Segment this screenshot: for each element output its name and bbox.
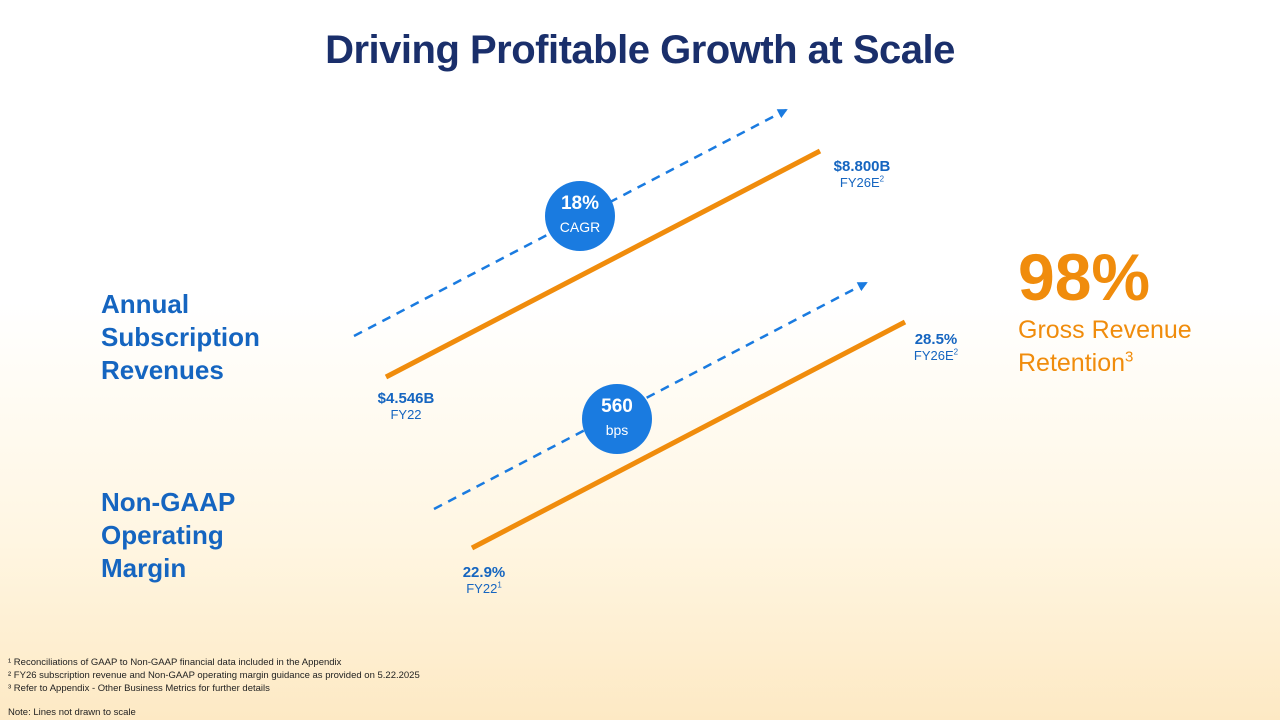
cagr-label: CAGR bbox=[559, 219, 601, 235]
revenue-end-sup: 2 bbox=[879, 174, 885, 184]
margin-label-line2: Operating bbox=[101, 520, 224, 550]
revenue-end-period: FY26E2 bbox=[812, 175, 912, 190]
revenue-start-value: $4.546B bbox=[377, 390, 435, 407]
bps-value: 560 bbox=[601, 396, 633, 417]
revenue-trend-line bbox=[384, 148, 822, 380]
bps-label: bps bbox=[605, 422, 629, 438]
revenue-label-line3: Revenues bbox=[101, 355, 224, 385]
margin-trend-line bbox=[470, 319, 907, 551]
slide-title: Driving Profitable Growth at Scale bbox=[325, 28, 955, 72]
margin-start-period-text: FY22 bbox=[466, 581, 498, 596]
margin-start-period: FY221 bbox=[434, 581, 534, 596]
revenue-cagr-badge: 18% CAGR bbox=[545, 181, 615, 251]
margin-start-sup: 1 bbox=[497, 580, 502, 590]
margin-end-period-text: FY26E bbox=[913, 348, 954, 363]
revenue-label: Annual Subscription Revenues bbox=[101, 288, 260, 387]
footnote-3: ³ Refer to Appendix - Other Business Met… bbox=[8, 683, 270, 694]
revenue-end-value: $8.800B bbox=[833, 158, 891, 175]
revenue-label-line2: Subscription bbox=[101, 322, 260, 352]
margin-end-value: 28.5% bbox=[914, 331, 958, 348]
margin-end-sup: 2 bbox=[953, 347, 959, 357]
cagr-value: 18% bbox=[560, 193, 600, 214]
margin-start-value: 22.9% bbox=[462, 564, 506, 581]
margin-label-line3: Margin bbox=[101, 553, 187, 583]
retention-line1: Gross Revenue bbox=[1018, 316, 1192, 344]
margin-end: 28.5% FY26E2 bbox=[886, 331, 986, 363]
revenue-end: $8.800B FY26E2 bbox=[812, 158, 912, 190]
footnote-2: ² FY26 subscription revenue and Non-GAAP… bbox=[8, 670, 420, 681]
retention-value: 98% bbox=[1018, 240, 1151, 314]
margin-dashed-arrow bbox=[433, 281, 868, 511]
lines-note: Note: Lines not drawn to scale bbox=[8, 707, 136, 718]
margin-start: 22.9% FY221 bbox=[434, 564, 534, 596]
margin-end-period: FY26E2 bbox=[886, 348, 986, 363]
revenue-start-period: FY22 bbox=[390, 407, 422, 422]
revenue-start: $4.546B FY22 bbox=[356, 390, 456, 422]
retention-sup: 3 bbox=[1125, 348, 1134, 366]
revenue-label-line1: Annual bbox=[101, 289, 190, 319]
margin-label: Non-GAAP Operating Margin bbox=[101, 486, 235, 585]
footnote-1: ¹ Reconciliations of GAAP to Non-GAAP fi… bbox=[8, 657, 342, 668]
retention-line2-text: Retention bbox=[1018, 349, 1126, 377]
revenue-end-period-text: FY26E bbox=[839, 175, 880, 190]
retention-line2: Retention3 bbox=[1018, 347, 1192, 380]
margin-label-line1: Non-GAAP bbox=[101, 487, 236, 517]
retention-callout: 98% Gross Revenue Retention3 bbox=[1018, 240, 1192, 380]
margin-bps-badge: 560 bps bbox=[582, 384, 652, 454]
